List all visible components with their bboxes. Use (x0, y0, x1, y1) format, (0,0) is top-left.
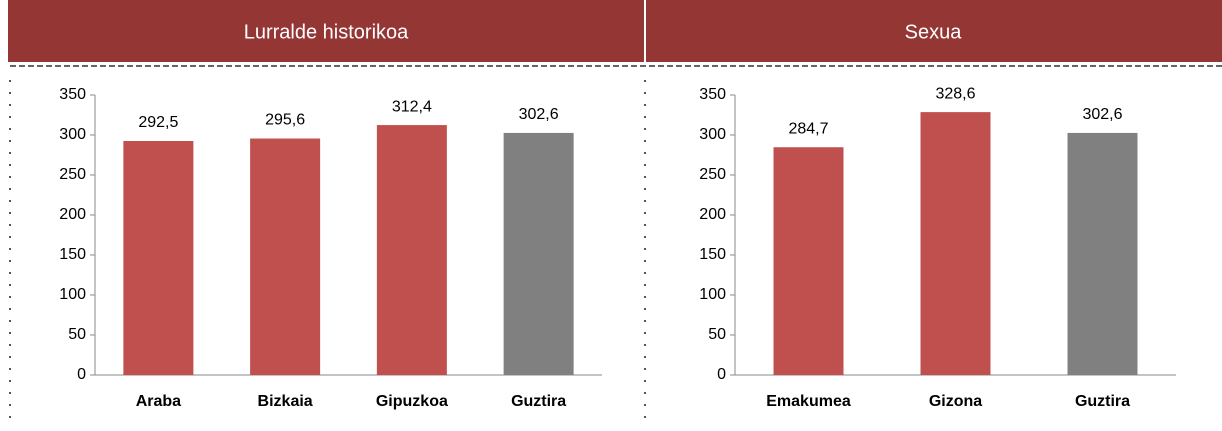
y-tick-label: 0 (717, 366, 726, 383)
y-tick-label: 100 (59, 286, 86, 303)
value-label: 312,4 (392, 98, 432, 115)
y-tick-label: 250 (699, 166, 726, 183)
y-tick-label: 300 (59, 126, 86, 143)
x-tick-label: Gizona (929, 393, 982, 410)
header-bar (8, 0, 1222, 62)
value-label: 328,6 (935, 85, 975, 102)
y-tick-label: 300 (699, 126, 726, 143)
y-tick-label: 200 (59, 206, 86, 223)
y-tick-label: 200 (699, 206, 726, 223)
y-tick-label: 100 (699, 286, 726, 303)
bar (376, 125, 447, 375)
value-label: 302,6 (1082, 106, 1122, 123)
panel-title: Lurralde historikoa (244, 21, 409, 43)
value-label: 295,6 (265, 112, 305, 129)
y-tick-label: 150 (699, 246, 726, 263)
bar (250, 138, 321, 375)
value-label: 292,5 (138, 114, 178, 131)
y-tick-label: 350 (699, 86, 726, 103)
bar (123, 141, 194, 375)
y-tick-label: 350 (59, 86, 86, 103)
x-tick-label: Araba (136, 393, 181, 410)
x-tick-label: Emakumea (766, 393, 851, 410)
value-label: 284,7 (788, 120, 828, 137)
y-tick-label: 50 (708, 326, 726, 343)
value-label: 302,6 (519, 106, 559, 123)
x-tick-label: Guztira (511, 393, 566, 410)
y-tick-label: 250 (59, 166, 86, 183)
x-tick-label: Gipuzkoa (376, 393, 448, 410)
x-tick-label: Guztira (1075, 393, 1130, 410)
bar (773, 147, 844, 375)
y-tick-label: 50 (68, 326, 86, 343)
bar (1067, 132, 1138, 375)
x-tick-label: Bizkaia (258, 393, 313, 410)
panel-title: Sexua (905, 21, 963, 43)
bar (503, 132, 574, 375)
y-tick-label: 150 (59, 246, 86, 263)
y-tick-label: 0 (77, 366, 86, 383)
bar (920, 112, 991, 376)
